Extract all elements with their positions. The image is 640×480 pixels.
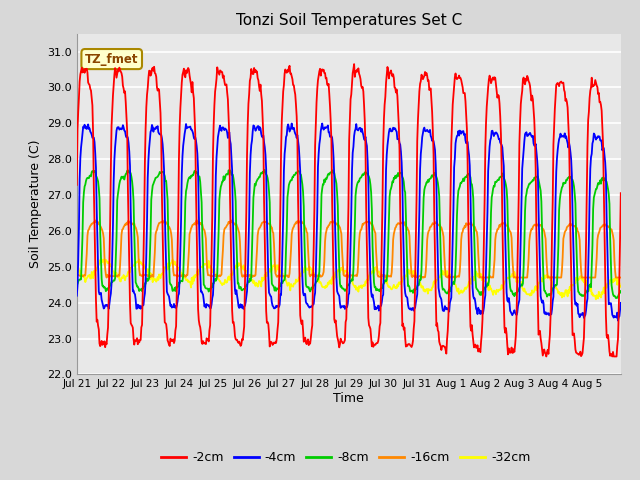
Y-axis label: Soil Temperature (C): Soil Temperature (C) — [29, 140, 42, 268]
X-axis label: Time: Time — [333, 392, 364, 405]
Text: TZ_fmet: TZ_fmet — [85, 53, 138, 66]
Legend: -2cm, -4cm, -8cm, -16cm, -32cm: -2cm, -4cm, -8cm, -16cm, -32cm — [156, 446, 536, 469]
Title: Tonzi Soil Temperatures Set C: Tonzi Soil Temperatures Set C — [236, 13, 462, 28]
